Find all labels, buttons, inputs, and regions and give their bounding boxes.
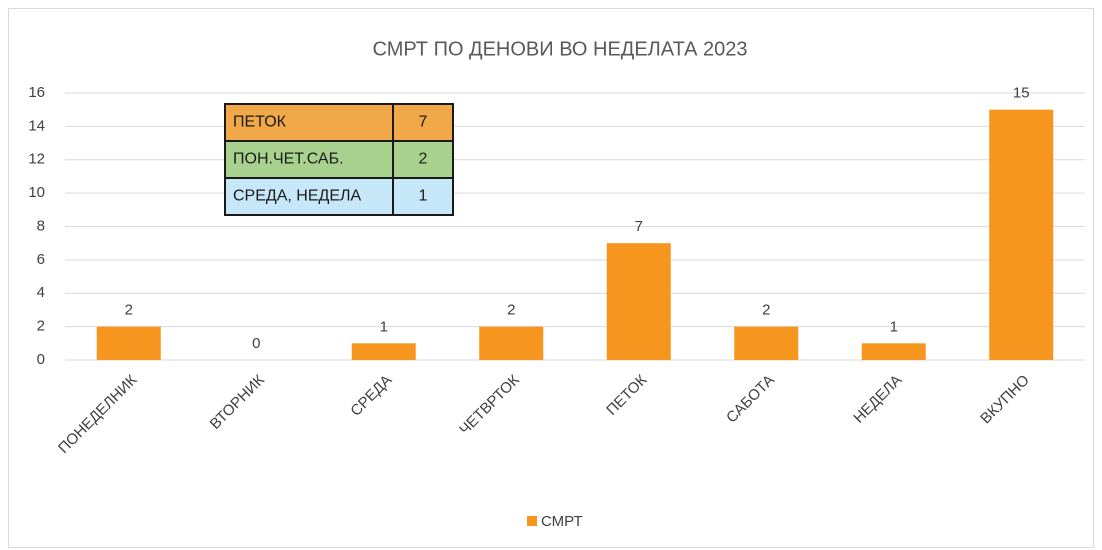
bar (606, 243, 671, 360)
bar (96, 326, 161, 360)
y-tick-label: 14 (28, 117, 45, 134)
table-row (224, 177, 454, 216)
y-tick-label: 8 (37, 217, 45, 234)
table-value: 2 (419, 151, 428, 168)
table-label: ПОН.ЧЕТ.САБ. (233, 151, 344, 168)
legend-label: СМРТ (541, 513, 583, 530)
data-label: 2 (762, 302, 770, 319)
y-tick-label: 16 (28, 84, 45, 101)
data-label: 15 (1013, 85, 1030, 102)
y-tick-label: 4 (37, 284, 45, 301)
table-label: ПЕТОК (233, 114, 287, 131)
table-value: 7 (419, 114, 428, 131)
data-label: 7 (635, 218, 643, 235)
chart-title: СМРТ ПО ДЕНОВИ ВО НЕДЕЛАТА 2023 (372, 38, 747, 60)
bar (479, 326, 544, 360)
y-tick-label: 12 (28, 151, 45, 168)
y-tick-label: 2 (37, 318, 45, 335)
bar (351, 343, 416, 360)
legend-swatch (527, 516, 537, 526)
data-label: 2 (125, 302, 133, 319)
y-tick-label: 6 (37, 251, 45, 268)
table-value: 1 (419, 188, 428, 205)
table-row (224, 103, 454, 142)
bar (861, 343, 926, 360)
bar (989, 109, 1054, 360)
data-label: 2 (507, 302, 515, 319)
y-tick-label: 10 (28, 184, 45, 201)
data-label: 1 (890, 318, 898, 335)
data-label: 1 (380, 318, 388, 335)
table-row (224, 140, 454, 179)
chart-frame (8, 8, 1094, 548)
table-label: СРЕДА, НЕДЕЛА (233, 188, 362, 205)
data-label: 0 (252, 335, 260, 352)
y-tick-label: 0 (37, 351, 45, 368)
bar (734, 326, 799, 360)
